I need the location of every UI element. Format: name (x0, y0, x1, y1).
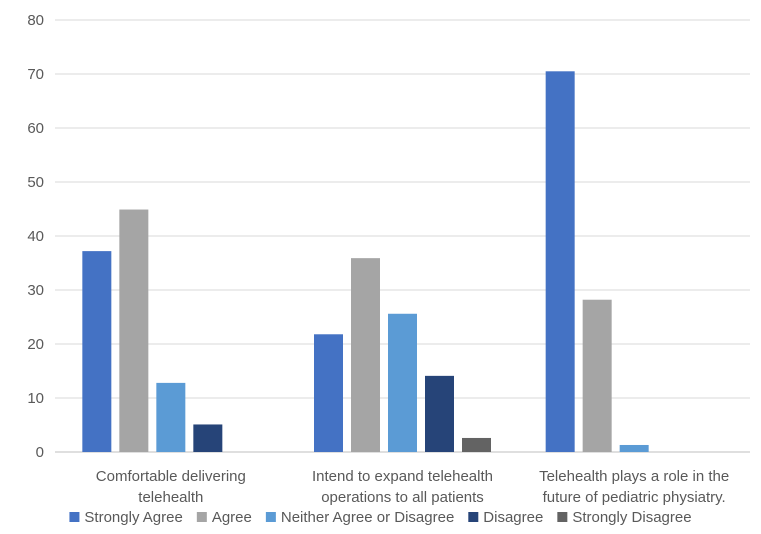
y-tick-label: 0 (36, 444, 44, 461)
y-tick-label: 60 (27, 120, 44, 137)
legend-item-strongly-disagree: Strongly Disagree (557, 509, 692, 526)
legend-label: Strongly Disagree (572, 509, 691, 526)
y-tick-label: 30 (27, 282, 44, 299)
bar-agree-0 (119, 209, 149, 452)
bar-disagree-1 (425, 375, 454, 452)
legend-label: Disagree (483, 509, 543, 526)
y-tick-label: 40 (27, 228, 44, 245)
legend-swatch (265, 512, 276, 522)
legend: Strongly Agree Agree Neither Agree or Disa… (69, 509, 692, 526)
y-axis: 0 10 20 30 40 50 60 70 80 (27, 12, 44, 461)
y-tick-label: 70 (27, 66, 44, 83)
x-category-label: future of pediatric physiatry. (543, 489, 726, 506)
legend-item-strongly-agree: Strongly Agree (69, 509, 183, 526)
y-tick-label: 80 (27, 12, 44, 29)
bar-disagree-0 (193, 424, 223, 452)
x-axis: Comfortable delivering telehealth Intend t… (96, 468, 729, 506)
legend-label: Strongly Agree (84, 509, 182, 526)
bar-strongly-agree-2 (545, 71, 575, 453)
bar-neither-agree-or-disagree-1 (388, 313, 417, 452)
bar-neither-agree-or-disagree-2 (619, 444, 649, 452)
bar-strongly-disagree-1 (462, 437, 491, 452)
y-tick-label: 50 (27, 174, 44, 191)
bar-strongly-agree-0 (82, 251, 112, 452)
legend-item-disagree: Disagree (468, 509, 543, 526)
x-category-label: operations to all patients (321, 489, 484, 506)
bar-strongly-agree-1 (314, 334, 343, 452)
legend-label: Agree (212, 509, 252, 526)
legend-swatch (196, 512, 207, 522)
x-category-label: Intend to expand telehealth (312, 468, 493, 485)
x-category-label: telehealth (138, 489, 203, 506)
bar-neither-agree-or-disagree-0 (156, 382, 186, 452)
bar-agree-1 (351, 258, 380, 452)
x-category-label: Comfortable delivering (96, 468, 246, 485)
legend-item-agree: Agree (196, 509, 252, 526)
legend-swatch (69, 512, 80, 522)
x-category-label: Telehealth plays a role in the (539, 468, 729, 485)
legend-swatch (557, 512, 568, 522)
legend-label: Neither Agree or Disagree (281, 509, 454, 526)
y-tick-label: 10 (27, 390, 44, 407)
bars (82, 71, 649, 453)
legend-item-neither-agree-or-disagree: Neither Agree or Disagree (265, 509, 454, 526)
bar-agree-2 (582, 299, 612, 452)
y-tick-label: 20 (27, 336, 44, 353)
legend-swatch (468, 512, 479, 522)
